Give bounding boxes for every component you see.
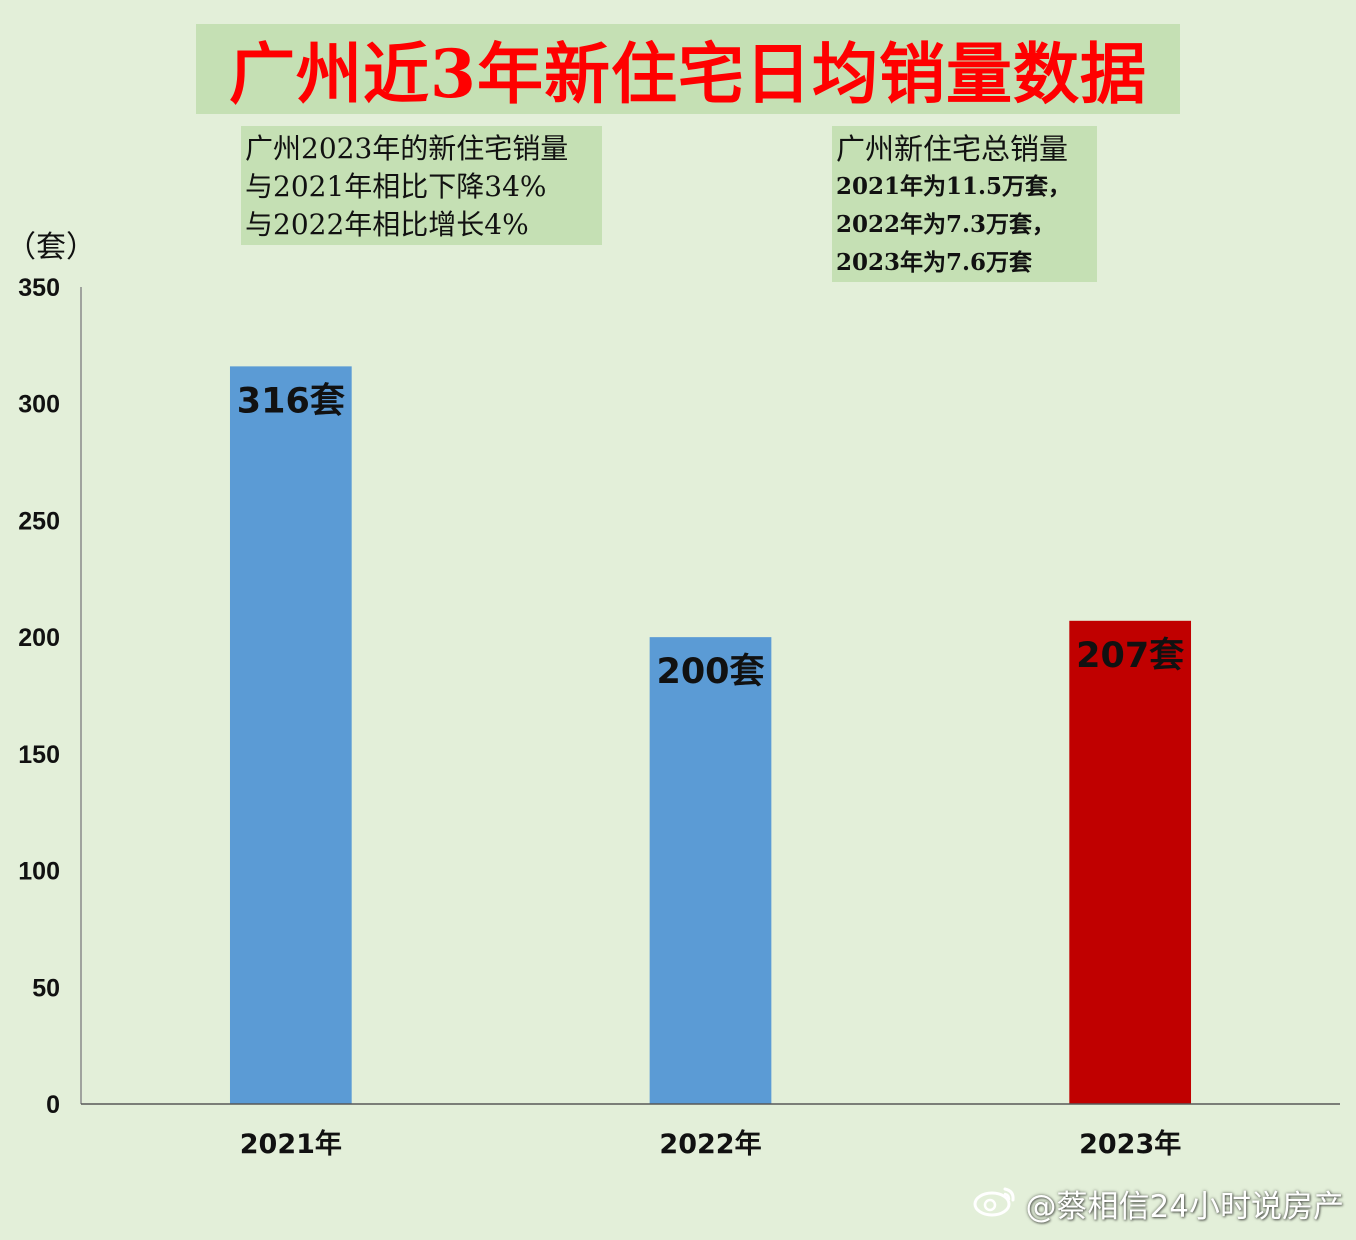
weibo-icon xyxy=(972,1183,1020,1225)
annotation-right-line-1: 广州新住宅总销量 xyxy=(836,132,1069,166)
annotation-right-line-3: 2022年为7.3万套， xyxy=(836,211,1056,238)
bar-data-labels: 316套 200套 207套 xyxy=(237,381,1184,692)
bar-0 xyxy=(229,366,352,1104)
annotation-left-line-1: 广州2023年的新住宅销量 xyxy=(245,132,569,165)
bar-1 xyxy=(649,637,772,1104)
y-tick-label-2: 100 xyxy=(18,858,60,886)
annotation-right-line-2: 2021年为11.5万套， xyxy=(836,173,1072,200)
y-tick-label-7: 350 xyxy=(18,274,60,302)
bar-data-label-2: 207套 xyxy=(1076,636,1184,676)
y-tick-label-1: 50 xyxy=(32,974,60,1002)
y-axis-unit-label: （套） xyxy=(6,230,96,265)
annotation-left: 广州2023年的新住宅销量 与2021年相比下降34% 与2022年相比增长4% xyxy=(241,126,602,245)
bar-data-label-1: 200套 xyxy=(656,652,764,692)
annotation-left-line-2: 与2021年相比下降34% xyxy=(245,170,547,203)
bar-data-label-0: 316套 xyxy=(237,381,345,421)
chart-title: 广州近3年新住宅日均销量数据 xyxy=(229,35,1147,113)
annotation-right: 广州新住宅总销量 2021年为11.5万套， 2022年为7.3万套， 2023… xyxy=(832,126,1097,282)
watermark-text: @蔡相信24小时说房产 xyxy=(1025,1189,1344,1225)
y-tick-label-6: 300 xyxy=(18,391,60,419)
y-axis-ticks: 0 50 100 150 200 250 300 350 xyxy=(18,274,60,1119)
y-tick-label-0: 0 xyxy=(46,1091,60,1119)
x-tick-label-0: 2021年 xyxy=(240,1128,342,1160)
y-tick-label-5: 250 xyxy=(18,507,60,535)
chart-title-box: 广州近3年新住宅日均销量数据 xyxy=(196,24,1180,114)
x-axis-ticks: 2021年 2022年 2023年 xyxy=(240,1128,1181,1160)
watermark: @蔡相信24小时说房产 xyxy=(972,1181,1344,1226)
x-tick-label-2: 2023年 xyxy=(1079,1128,1181,1160)
y-tick-label-3: 150 xyxy=(18,741,60,769)
bar-2 xyxy=(1069,620,1192,1104)
annotation-right-line-4: 2023年为7.6万套 xyxy=(836,249,1033,276)
y-tick-label-4: 200 xyxy=(18,624,60,652)
annotation-left-line-3: 与2022年相比增长4% xyxy=(245,208,529,241)
bars xyxy=(229,366,1192,1104)
x-tick-label-1: 2022年 xyxy=(659,1128,761,1160)
